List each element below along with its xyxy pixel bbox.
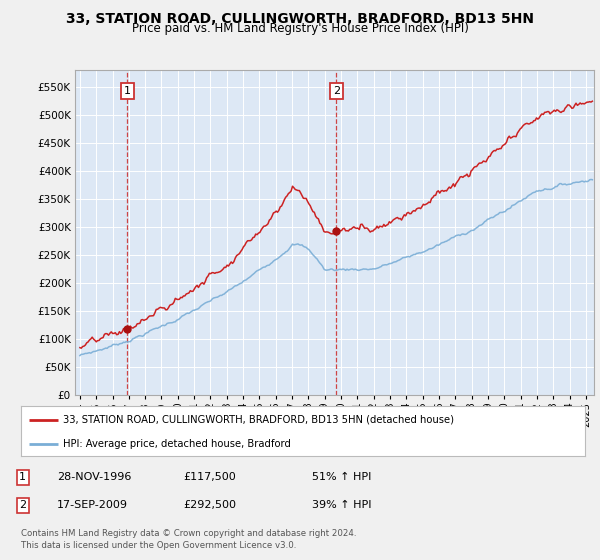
Text: 28-NOV-1996: 28-NOV-1996 [57,472,131,482]
Text: Contains HM Land Registry data © Crown copyright and database right 2024.
This d: Contains HM Land Registry data © Crown c… [21,529,356,550]
Text: 1: 1 [19,472,26,482]
Text: HPI: Average price, detached house, Bradford: HPI: Average price, detached house, Brad… [64,439,291,449]
Text: 33, STATION ROAD, CULLINGWORTH, BRADFORD, BD13 5HN: 33, STATION ROAD, CULLINGWORTH, BRADFORD… [66,12,534,26]
Text: Price paid vs. HM Land Registry's House Price Index (HPI): Price paid vs. HM Land Registry's House … [131,22,469,35]
Text: 33, STATION ROAD, CULLINGWORTH, BRADFORD, BD13 5HN (detached house): 33, STATION ROAD, CULLINGWORTH, BRADFORD… [64,414,454,424]
Text: 1: 1 [124,86,131,96]
Text: 17-SEP-2009: 17-SEP-2009 [57,500,128,510]
Text: 39% ↑ HPI: 39% ↑ HPI [312,500,371,510]
Text: 2: 2 [19,500,26,510]
Text: 51% ↑ HPI: 51% ↑ HPI [312,472,371,482]
Text: £117,500: £117,500 [183,472,236,482]
Text: £292,500: £292,500 [183,500,236,510]
Text: 2: 2 [333,86,340,96]
